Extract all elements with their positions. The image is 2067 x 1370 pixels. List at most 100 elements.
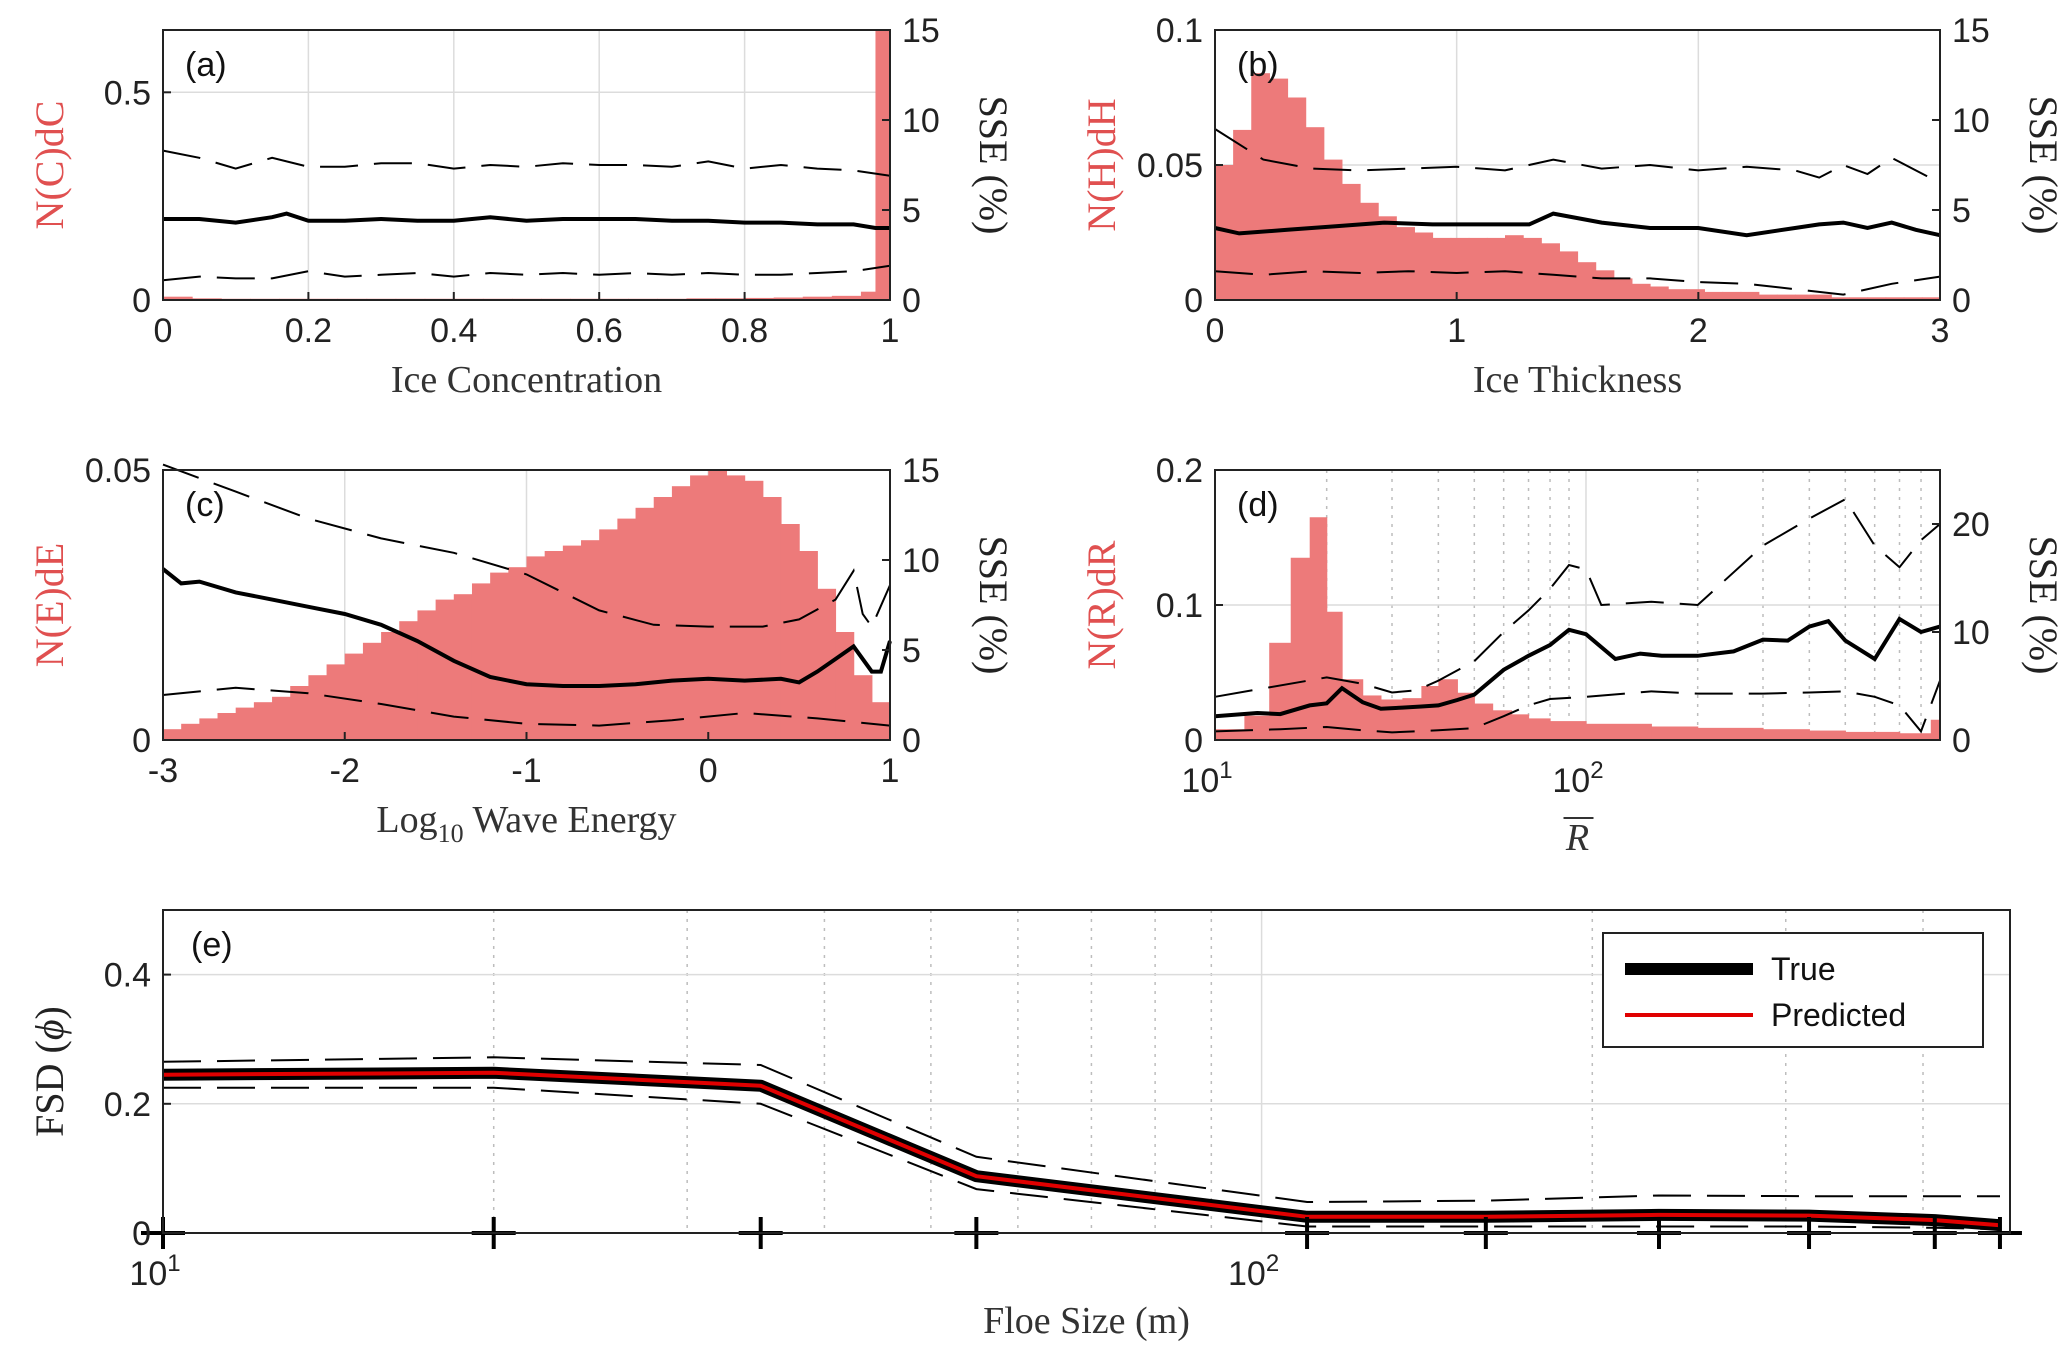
x-tick-label: 1 [881, 312, 900, 350]
hist-bar [1505, 235, 1524, 300]
x-tick-base: 10 [1552, 762, 1590, 800]
hist-bar [362, 642, 382, 740]
x-tick-label: 0 [154, 312, 173, 350]
hist-bar [1668, 289, 1687, 300]
hist-bar [1541, 243, 1560, 300]
hist-bar [1402, 698, 1422, 740]
hist-bar [875, 30, 891, 300]
y-axis-label-right: SSE (%) [971, 536, 1016, 675]
hist-bar [1290, 557, 1311, 740]
x-label-sub: 10 [438, 819, 464, 848]
hist-bar [1845, 731, 1901, 740]
sse-bound-line [162, 264, 891, 282]
sse-line [1214, 211, 1941, 238]
hist-bar [1342, 679, 1364, 740]
y-axis-label-left: N(H)dH [1079, 98, 1124, 231]
sse-bound-line [1214, 128, 1941, 184]
hist-bar [708, 470, 728, 740]
hist-bar [1233, 129, 1252, 300]
hist-bar [471, 583, 491, 740]
hist-bar [199, 718, 219, 740]
panel-label: (c) [185, 486, 225, 524]
x-axis-label: Floe Size (m) [983, 1300, 1190, 1342]
hist-bar [1474, 703, 1494, 740]
y-axis-label-left: N(C)dC [27, 101, 72, 230]
hist-bar [1776, 294, 1796, 300]
hist-bar [1450, 237, 1470, 300]
y-tick-label: 0.05 [1137, 147, 1203, 185]
hist-bar [326, 664, 346, 740]
hist-bar [1585, 723, 1652, 740]
y-tick-label-right: 0 [1952, 282, 1971, 320]
hist-bar [1686, 289, 1705, 300]
hist-bar [163, 296, 193, 300]
axes-box [162, 29, 891, 301]
legend-label-predicted: Predicted [1771, 997, 1906, 1033]
x-tick-label: 2 [1689, 312, 1708, 350]
panel-label: (d) [1237, 486, 1279, 524]
hist-bar [181, 723, 200, 740]
hist-bar [1867, 297, 1887, 300]
y-tick-label-right: 10 [1952, 102, 1990, 140]
sse-bound-line [162, 686, 891, 727]
hist-bar [253, 702, 273, 740]
x-tick-exp: 2 [1266, 1250, 1279, 1277]
hist-bar [853, 675, 873, 740]
y-tick-label-right: 0 [1952, 722, 1971, 760]
hist-bar [1849, 297, 1869, 300]
hist-bar [1215, 165, 1234, 300]
sse-bound-line [162, 463, 891, 629]
hist-bar [417, 610, 437, 740]
y-axis-label-left: N(R)dR [1079, 540, 1124, 669]
x-tick-exp: 2 [1590, 757, 1603, 784]
hist-bar [1704, 291, 1724, 300]
hist-bar [1380, 699, 1404, 740]
hist-bar [617, 518, 637, 740]
sse-line [161, 567, 892, 688]
sse-bound-line [1214, 270, 1941, 296]
y-tick-label: 0.5 [104, 74, 151, 112]
hist-bar [762, 497, 782, 740]
hist-bar [1697, 727, 1764, 740]
x-tick-label: -1 [511, 752, 541, 790]
hist-bar [290, 686, 309, 740]
hist-bar [1421, 686, 1439, 740]
fsd-bound-line [163, 1086, 2001, 1231]
y-tick-label-right: 5 [902, 192, 921, 230]
x-tick-label: 0.4 [430, 312, 477, 350]
legend-box [1602, 932, 1984, 1048]
hist-bar [1577, 262, 1597, 300]
hist-bar [835, 632, 855, 740]
hist-bar [235, 707, 255, 740]
hist-bar [1595, 270, 1615, 300]
panel-label: (a) [185, 46, 227, 84]
hist-bar [871, 702, 891, 740]
hist-bar [1523, 237, 1542, 300]
x-tick-label: 0 [699, 752, 718, 790]
x-tick-label: 0.2 [285, 312, 332, 350]
hist-bar [773, 297, 804, 300]
x-tick-exp: 1 [167, 1250, 180, 1277]
x-axis-label: Ice Thickness [1473, 359, 1682, 401]
hist-bar [508, 567, 528, 740]
hist-bar [1360, 202, 1379, 300]
hist-bar [1930, 719, 1941, 740]
y-tick-label: 0.4 [104, 957, 151, 995]
hist-bar [435, 599, 455, 740]
x-tick-label: 1 [1447, 312, 1466, 350]
hist-bar [1528, 718, 1551, 740]
y-label-phi: ϕ [27, 1019, 72, 1040]
fsd-bound-line [162, 1056, 2000, 1204]
x-tick-label: 0 [1206, 312, 1225, 350]
sse-bound-line [162, 149, 891, 177]
x-label-suffix: Wave Energy [464, 799, 677, 841]
hist-bar [1287, 97, 1307, 300]
fsd-predicted-line [162, 1070, 2001, 1228]
hist-bar [490, 572, 509, 740]
